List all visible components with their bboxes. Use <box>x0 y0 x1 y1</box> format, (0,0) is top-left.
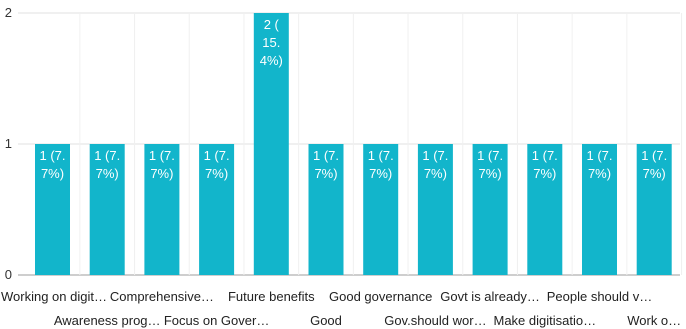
bar-data-label: 1 (7. <box>586 148 612 163</box>
bar-data-label: 1 (7. <box>368 148 394 163</box>
bar-data-label: 7%) <box>96 166 119 181</box>
x-tick-label: Work o… <box>627 313 681 328</box>
x-axis-labels: Working on digit… Awareness prog… Comprehe… <box>1 289 681 328</box>
bar[interactable] <box>527 144 563 275</box>
bar-data-label: 4%) <box>260 53 283 68</box>
x-tick-label: Good <box>310 313 342 328</box>
bar-data-label: 7%) <box>41 166 64 181</box>
x-tick-label: Make digitisatio… <box>493 313 596 328</box>
bar[interactable] <box>582 144 617 275</box>
x-tick-label: Awareness prog… <box>54 313 161 328</box>
x-tick-label: Future benefits <box>228 289 315 304</box>
bar-data-label: 1 (7. <box>477 148 503 163</box>
bar[interactable] <box>35 144 70 275</box>
bar[interactable] <box>636 144 672 275</box>
bar-data-label: 7%) <box>533 166 556 181</box>
bar-data-label: 1 (7. <box>149 148 175 163</box>
x-tick-label: Gov.should wor… <box>384 313 486 328</box>
bar-data-label: 7%) <box>314 166 337 181</box>
bar-data-label: 1 (7. <box>204 148 230 163</box>
x-tick-label: Focus on Gover… <box>164 313 270 328</box>
bar-data-label: 2 ( <box>264 17 280 32</box>
bar-data-label: 7%) <box>205 166 228 181</box>
bar[interactable] <box>89 144 125 275</box>
bar-data-label: 7%) <box>479 166 502 181</box>
bar[interactable] <box>308 144 344 275</box>
bar-data-label: 7%) <box>150 166 173 181</box>
bar[interactable] <box>417 144 453 275</box>
x-tick-label: Govt is already… <box>440 289 540 304</box>
bars-layer <box>35 13 672 275</box>
y-tick-label: 0 <box>5 267 12 282</box>
bar[interactable] <box>363 144 399 275</box>
grid-layer <box>18 12 683 276</box>
bar-data-label: 7%) <box>424 166 447 181</box>
y-tick-label: 1 <box>5 136 12 151</box>
bar-data-label: 1 (7. <box>39 148 65 163</box>
bar-data-label: 1 (7. <box>532 148 558 163</box>
bar-data-label: 7%) <box>588 166 611 181</box>
bar-data-label: 7%) <box>369 166 392 181</box>
bar-data-label: 7%) <box>643 166 666 181</box>
bar-data-label: 1 (7. <box>641 148 667 163</box>
bar-data-label: 1 (7. <box>422 148 448 163</box>
bar-data-label: 15. <box>262 35 280 50</box>
bar-data-label: 1 (7. <box>94 148 120 163</box>
x-tick-label: People should v… <box>547 289 653 304</box>
y-axis-ticks: 0 1 2 <box>5 5 12 282</box>
y-tick-label: 2 <box>5 5 12 20</box>
bar[interactable] <box>199 144 235 275</box>
bar-data-label: 1 (7. <box>313 148 339 163</box>
bar[interactable] <box>144 144 180 275</box>
x-tick-label: Working on digit… <box>1 289 107 304</box>
x-tick-label: Good governance <box>329 289 432 304</box>
bar[interactable] <box>253 13 289 275</box>
x-tick-label: Comprehensive… <box>110 289 214 304</box>
bar[interactable] <box>472 144 508 275</box>
bar-labels-layer: 1 (7. 7%) 1 (7. 7%) 1 (7. 7%) 1 (7. 7%) 2 ( 15. 4%… <box>39 17 667 181</box>
